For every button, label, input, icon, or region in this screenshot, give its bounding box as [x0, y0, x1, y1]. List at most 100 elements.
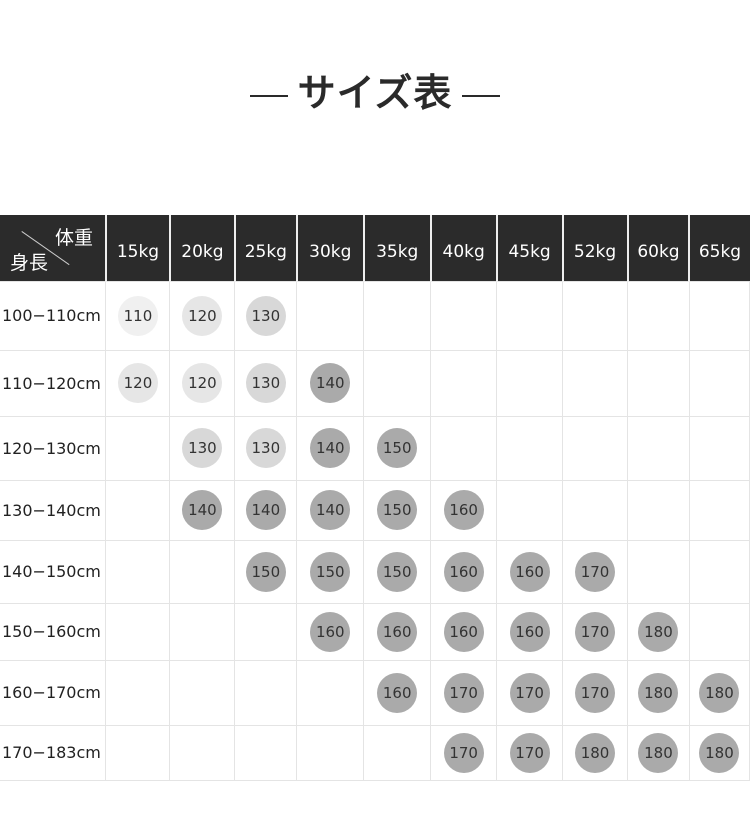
size-badge: 140 — [245, 490, 286, 530]
size-cell — [688, 280, 750, 351]
size-badge: 170 — [575, 672, 616, 713]
weight-label: 体重 — [54, 227, 93, 249]
size-cell — [363, 724, 432, 781]
size-cell — [363, 349, 432, 417]
table-row: 110−120cm 120 120 130 140 — [0, 349, 750, 417]
column-header: 20kg — [169, 215, 236, 281]
table-row: 100−110cm 110 120 130 — [0, 280, 750, 351]
size-cell — [627, 479, 690, 541]
size-cell — [688, 539, 750, 604]
size-cell: 180 — [627, 659, 690, 726]
size-cell: 130 — [234, 349, 298, 417]
size-cell — [363, 280, 432, 351]
column-header: 35kg — [363, 215, 432, 281]
table-row: 120−130cm 130 130 140 150 — [0, 415, 750, 481]
size-cell: 180 — [627, 724, 690, 781]
size-cell — [296, 659, 365, 726]
corner-header: 体重 身長 — [0, 215, 107, 281]
size-badge: 130 — [245, 295, 286, 336]
title-dash-right — [462, 94, 501, 97]
size-cell — [688, 415, 750, 481]
size-cell: 170 — [562, 659, 628, 726]
row-height-label: 130−140cm — [0, 479, 107, 541]
height-label: 身長 — [10, 251, 49, 274]
size-badge: 180 — [699, 732, 740, 773]
column-header: 65kg — [689, 215, 750, 281]
size-cell: 160 — [363, 602, 432, 661]
size-badge: 150 — [377, 490, 418, 530]
size-cell: 170 — [496, 724, 564, 781]
size-badge: 120 — [182, 295, 223, 336]
size-badge: 170 — [575, 611, 616, 652]
size-cell — [105, 479, 171, 541]
size-cell: 170 — [430, 659, 498, 726]
size-cell: 180 — [688, 724, 750, 781]
size-cell — [105, 602, 171, 661]
size-cell: 150 — [363, 415, 432, 481]
size-cell — [234, 724, 298, 781]
title-text: サイズ表 — [297, 71, 453, 115]
size-badge: 150 — [310, 551, 351, 592]
size-badge: 160 — [377, 672, 418, 713]
size-badge: 120 — [117, 363, 158, 403]
size-cell — [688, 602, 750, 661]
size-cell — [562, 415, 628, 481]
size-cell — [169, 602, 236, 661]
column-header: 52kg — [562, 215, 629, 281]
size-cell — [627, 280, 690, 351]
size-cell: 130 — [169, 415, 236, 481]
size-badge: 160 — [509, 611, 550, 652]
size-cell — [627, 415, 690, 481]
size-cell — [169, 724, 236, 781]
table-row: 140−150cm 150 150 150 160 160 170 — [0, 539, 750, 604]
size-badge: 130 — [182, 428, 223, 468]
size-cell: 180 — [688, 659, 750, 726]
size-badge: 160 — [443, 490, 484, 530]
row-height-label: 170−183cm — [0, 724, 107, 781]
table-row: 170−183cm 170 170 180 180 180 — [0, 724, 750, 781]
size-cell — [496, 415, 564, 481]
size-badge: 140 — [310, 490, 351, 530]
size-cell — [169, 659, 236, 726]
size-badge: 130 — [245, 428, 286, 468]
size-cell: 130 — [234, 280, 298, 351]
size-badge: 110 — [117, 295, 158, 336]
size-cell — [105, 415, 171, 481]
column-header: 25kg — [234, 215, 298, 281]
table-row: 160−170cm 160 170 170 170 180 180 — [0, 659, 750, 726]
column-header: 45kg — [496, 215, 564, 281]
size-badge: 180 — [575, 732, 616, 773]
page-title: サイズ表 — [0, 62, 750, 117]
size-cell — [562, 349, 628, 417]
size-cell: 140 — [296, 415, 365, 481]
size-badge: 170 — [443, 732, 484, 773]
size-cell — [430, 280, 498, 351]
size-cell — [169, 539, 236, 604]
size-cell: 140 — [234, 479, 298, 541]
size-cell: 120 — [169, 349, 236, 417]
size-cell — [496, 479, 564, 541]
size-badge: 130 — [245, 363, 286, 403]
size-cell: 170 — [430, 724, 498, 781]
size-badge: 180 — [638, 611, 679, 652]
size-badge: 140 — [310, 363, 351, 403]
size-cell: 150 — [296, 539, 365, 604]
size-cell: 140 — [296, 349, 365, 417]
size-cell: 160 — [496, 539, 564, 604]
size-cell: 140 — [169, 479, 236, 541]
size-badge: 160 — [377, 611, 418, 652]
size-cell: 140 — [296, 479, 365, 541]
size-cell: 120 — [105, 349, 171, 417]
size-cell — [430, 415, 498, 481]
size-cell — [234, 659, 298, 726]
size-badge: 150 — [377, 428, 418, 468]
size-badge: 170 — [509, 672, 550, 713]
size-badge: 160 — [310, 611, 351, 652]
size-cell — [496, 280, 564, 351]
size-cell — [105, 539, 171, 604]
size-badge: 150 — [245, 551, 286, 592]
column-header: 40kg — [430, 215, 498, 281]
size-cell — [688, 479, 750, 541]
header-row: 体重 身長 15kg 20kg 25kg 30kg 35kg 40kg 45kg 52kg 60… — [0, 215, 750, 281]
row-height-label: 100−110cm — [0, 280, 107, 351]
